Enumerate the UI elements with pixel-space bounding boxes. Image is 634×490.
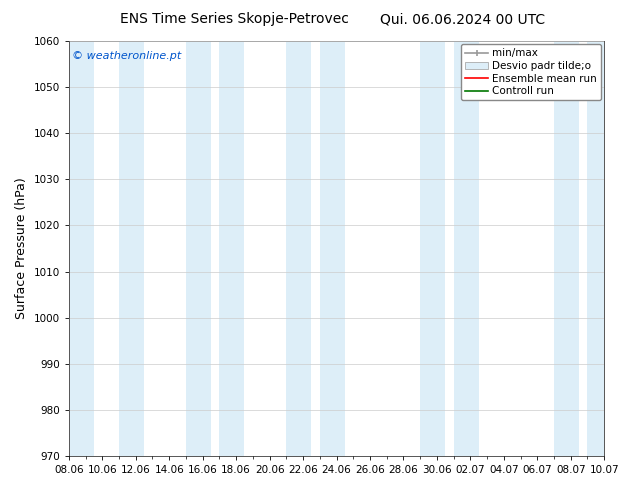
- Bar: [420, 41, 445, 456]
- Bar: [453, 41, 479, 456]
- Bar: [554, 41, 579, 456]
- Text: © weatheronline.pt: © weatheronline.pt: [72, 51, 181, 61]
- Y-axis label: Surface Pressure (hPa): Surface Pressure (hPa): [15, 178, 28, 319]
- Bar: [588, 41, 604, 456]
- Bar: [320, 41, 345, 456]
- Text: Qui. 06.06.2024 00 UTC: Qui. 06.06.2024 00 UTC: [380, 12, 545, 26]
- Bar: [119, 41, 144, 456]
- Text: ENS Time Series Skopje-Petrovec: ENS Time Series Skopje-Petrovec: [120, 12, 349, 26]
- Bar: [69, 41, 94, 456]
- Bar: [219, 41, 245, 456]
- Bar: [186, 41, 211, 456]
- Bar: [287, 41, 311, 456]
- Legend: min/max, Desvio padr tilde;o, Ensemble mean run, Controll run: min/max, Desvio padr tilde;o, Ensemble m…: [461, 44, 601, 100]
